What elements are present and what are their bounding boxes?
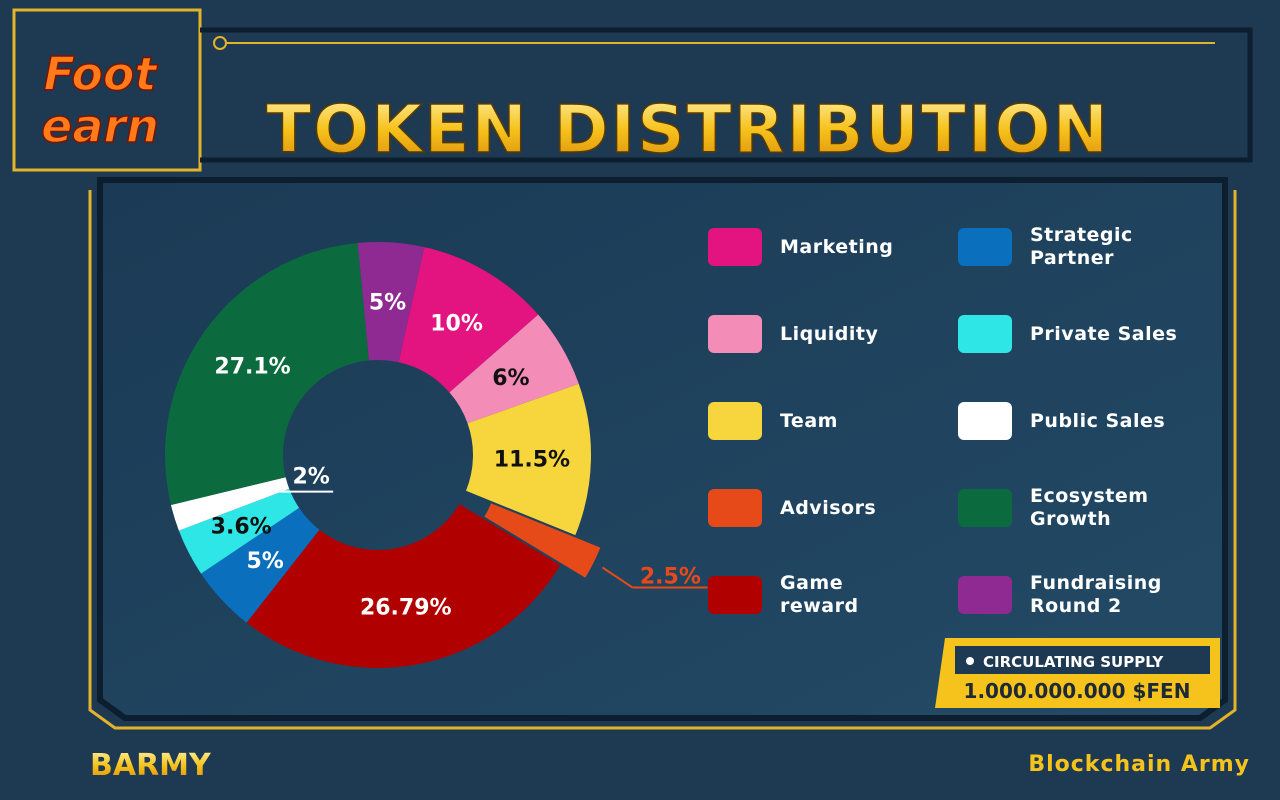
legend-item: Strategic Partner	[958, 224, 1205, 269]
bullet	[966, 657, 974, 665]
legend-swatch	[708, 315, 762, 353]
donut-slice	[398, 247, 539, 393]
donut-slice	[466, 383, 591, 536]
donut-slice	[170, 477, 290, 531]
footer-tagline: Blockchain Army	[1028, 752, 1250, 777]
leader-line	[601, 566, 633, 589]
donut-slice	[201, 507, 320, 623]
chart-title: TOKEN DISTRIBUTION	[266, 91, 1110, 168]
donut-slice	[178, 488, 300, 574]
legend-item: Advisors	[708, 488, 905, 528]
logo-text: Foot	[43, 47, 158, 101]
legend-label: Strategic Partner	[1030, 224, 1133, 269]
legend-swatch	[708, 576, 762, 614]
legend-swatch	[958, 402, 1012, 440]
value-label: 3.6%	[211, 515, 272, 540]
legend-item: Marketing	[708, 227, 905, 267]
donut-slice	[165, 242, 369, 505]
legend-item: Fundraising Round 2	[958, 572, 1205, 617]
legend-label: Fundraising Round 2	[1030, 572, 1162, 617]
title-frame	[200, 27, 1253, 163]
legend-swatch	[958, 315, 1012, 353]
value-label: 26.79%	[360, 595, 452, 620]
donut-slice	[357, 242, 425, 363]
footer-brand: BARMY	[90, 748, 212, 783]
donut-slice	[246, 504, 561, 668]
frame	[88, 190, 1237, 730]
donut-slice	[449, 314, 579, 424]
legend-label: Ecosystem Growth	[1030, 485, 1149, 530]
supply-label-box	[955, 646, 1210, 674]
legend-item: Private Sales	[958, 314, 1205, 354]
legend-label: Liquidity	[780, 322, 879, 345]
legend-label: Team	[780, 409, 838, 432]
legend-swatch	[958, 228, 1012, 266]
legend-swatch	[958, 576, 1012, 614]
legend-swatch	[708, 402, 762, 440]
legend-label: Advisors	[780, 496, 877, 519]
value-label: 5%	[369, 290, 406, 315]
supply-label: CIRCULATING SUPPLY	[983, 653, 1164, 671]
legend-label: Public Sales	[1030, 409, 1166, 432]
legend-label: Marketing	[780, 235, 894, 258]
legend-item: Team	[708, 401, 905, 441]
logo-text: earn	[41, 99, 159, 153]
legend-item: Liquidity	[708, 314, 905, 354]
supply-value: 1.000.000.000 $FEN	[964, 679, 1191, 703]
legend-label: Private Sales	[1030, 322, 1178, 345]
value-label: 11.5%	[494, 447, 570, 472]
legend-swatch	[708, 489, 762, 527]
value-label: 6%	[492, 366, 529, 391]
value-label: 2.5%	[640, 564, 701, 589]
legend-item: Game reward	[708, 572, 905, 617]
value-label: 27.1%	[214, 355, 290, 380]
legend-item: Public Sales	[958, 401, 1205, 441]
legend-item: Ecosystem Growth	[958, 485, 1205, 530]
legend-swatch	[958, 489, 1012, 527]
value-label: 10%	[430, 312, 483, 337]
donut-slice	[484, 503, 601, 578]
legend-label: Game reward	[780, 572, 859, 617]
value-label: 2%	[292, 465, 329, 490]
leader-line	[263, 489, 282, 493]
value-label: 5%	[246, 549, 283, 574]
logo-frame	[12, 8, 202, 172]
legend-swatch	[708, 228, 762, 266]
